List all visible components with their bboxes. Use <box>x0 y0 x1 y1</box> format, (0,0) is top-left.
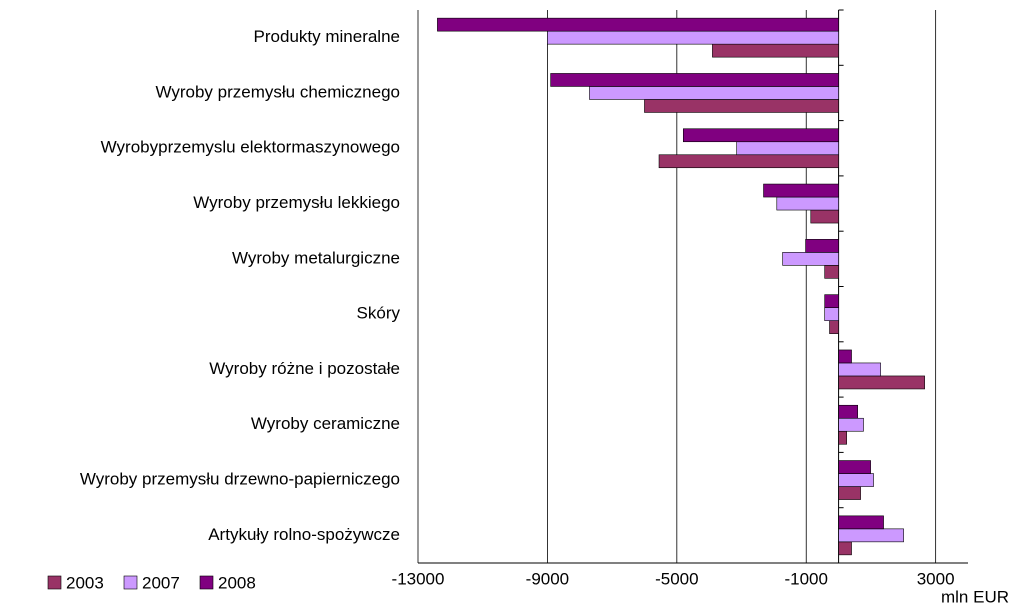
bar <box>782 252 839 266</box>
bar <box>838 473 874 487</box>
bar <box>838 430 847 445</box>
bar <box>829 320 839 334</box>
bar <box>736 141 839 156</box>
y-tick-label: Artykuły rolno-spożywcze <box>208 525 400 544</box>
y-tick-label: Wyroby ceramiczne <box>251 414 400 433</box>
x-tick-label: -5000 <box>655 569 698 588</box>
bar <box>550 73 839 87</box>
y-tick-label: Wyroby różne i pozostałe <box>209 359 400 378</box>
y-tick-label: Produkty mineralne <box>254 27 400 46</box>
bar <box>838 349 852 364</box>
bar <box>838 417 864 432</box>
y-tick-label: Wyroby metalurgiczne <box>232 248 400 267</box>
x-axis-label: mln EUR <box>941 587 1009 606</box>
legend-label: 2003 <box>66 573 104 592</box>
y-tick-label: Wyrobyprzemyslu elektormaszynowego <box>101 138 400 157</box>
bar <box>682 128 839 143</box>
legend-label: 2008 <box>218 573 256 592</box>
y-tick-label: Wyroby przemysłu lekkiego <box>193 193 400 212</box>
bar <box>838 375 925 390</box>
bar <box>805 239 839 253</box>
x-tick-label: -13000 <box>392 569 445 588</box>
bar <box>824 294 839 308</box>
legend-swatch <box>199 575 214 590</box>
bar <box>838 528 904 543</box>
x-tick-label: -1000 <box>784 569 827 588</box>
y-tick-label: Wyroby przemysłu drzewno-papierniczego <box>80 470 400 489</box>
bar <box>437 17 839 32</box>
bar <box>589 86 839 100</box>
bar <box>712 43 839 58</box>
bar <box>644 99 839 113</box>
bar <box>776 196 839 211</box>
bar <box>838 362 881 377</box>
bar <box>810 209 839 224</box>
bar <box>547 30 839 45</box>
bar <box>658 154 839 169</box>
bar <box>824 307 839 321</box>
bar <box>763 183 839 198</box>
x-tick-label: -9000 <box>526 569 569 588</box>
bar <box>838 541 852 556</box>
bar <box>824 265 839 279</box>
bar <box>838 404 858 419</box>
legend-label: 2007 <box>142 573 180 592</box>
bar <box>838 515 884 530</box>
legend-swatch <box>123 575 138 590</box>
y-tick-label: Skóry <box>357 304 401 323</box>
bar <box>838 460 871 474</box>
bar <box>838 486 861 500</box>
x-tick-label: 3000 <box>917 569 955 588</box>
legend-swatch <box>47 575 62 590</box>
y-tick-label: Wyroby przemysłu chemicznego <box>155 82 400 101</box>
